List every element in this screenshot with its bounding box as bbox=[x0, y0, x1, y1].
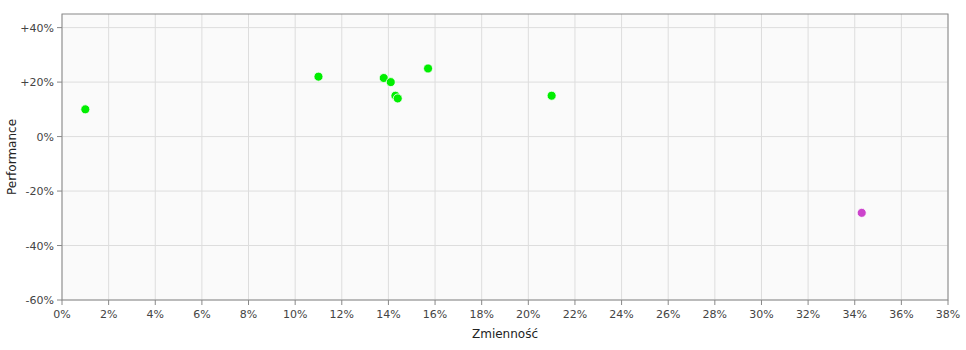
tick-label-x: 6% bbox=[193, 308, 210, 321]
tick-mark-x bbox=[295, 300, 296, 305]
tick-label-x: 24% bbox=[609, 308, 633, 321]
grid-line-x bbox=[901, 14, 902, 300]
grid-line-x bbox=[481, 14, 482, 300]
tick-mark-x bbox=[481, 300, 482, 305]
grid-line-y bbox=[62, 136, 948, 137]
grid-line-x bbox=[574, 14, 575, 300]
grid-line-x bbox=[761, 14, 762, 300]
grid-line-x bbox=[295, 14, 296, 300]
chart: 0% 2% 4% 6% 8% 10% 12% 14% 16% 18% 20% 22% 24% 26% 28%… bbox=[0, 0, 966, 350]
tick-label-x: 14% bbox=[376, 308, 400, 321]
point bbox=[314, 72, 323, 81]
plot-background bbox=[62, 14, 948, 300]
tick-label-x: 36% bbox=[889, 308, 913, 321]
tick-mark-x bbox=[62, 300, 63, 305]
tick-mark-x bbox=[155, 300, 156, 305]
tick-mark-x bbox=[435, 300, 436, 305]
grid-line-x bbox=[108, 14, 109, 300]
grid-line-x bbox=[714, 14, 715, 300]
tick-mark-y bbox=[57, 82, 62, 83]
tick-label-x: 26% bbox=[656, 308, 680, 321]
point bbox=[424, 64, 433, 73]
tick-mark-y bbox=[57, 245, 62, 246]
point bbox=[857, 208, 866, 217]
tick-label-y: +20% bbox=[20, 76, 54, 89]
tick-mark-x bbox=[621, 300, 622, 305]
tick-mark-x bbox=[528, 300, 529, 305]
tick-mark-y bbox=[57, 27, 62, 28]
tick-mark-x bbox=[108, 300, 109, 305]
y-axis-label: Performance bbox=[5, 119, 19, 195]
grid-line-x bbox=[248, 14, 249, 300]
tick-label-y: -20% bbox=[26, 185, 54, 198]
tick-label-x: 12% bbox=[330, 308, 354, 321]
tick-mark-y bbox=[57, 136, 62, 137]
tick-label-x: 22% bbox=[563, 308, 587, 321]
tick-label-x: 20% bbox=[516, 308, 540, 321]
tick-label-x: 2% bbox=[100, 308, 117, 321]
grid-line-y bbox=[62, 27, 948, 28]
grid-line-x bbox=[808, 14, 809, 300]
series bbox=[857, 208, 866, 217]
tick-mark-x bbox=[761, 300, 762, 305]
tick-label-y: +40% bbox=[20, 22, 54, 35]
tick-mark-x bbox=[201, 300, 202, 305]
grid bbox=[62, 14, 948, 300]
tick-label-x: 16% bbox=[423, 308, 447, 321]
grid-line-x bbox=[435, 14, 436, 300]
tick-label-x: 30% bbox=[749, 308, 773, 321]
tick-label-y: -40% bbox=[26, 240, 54, 253]
tick-mark-x bbox=[248, 300, 249, 305]
grid-line-x bbox=[528, 14, 529, 300]
tick-mark-x bbox=[854, 300, 855, 305]
tick-mark-x bbox=[574, 300, 575, 305]
tick-label-x: 18% bbox=[469, 308, 493, 321]
tick-mark-x bbox=[808, 300, 809, 305]
grid-line-x bbox=[621, 14, 622, 300]
grid-line-x bbox=[854, 14, 855, 300]
tick-mark-x bbox=[388, 300, 389, 305]
point bbox=[393, 94, 402, 103]
grid-line-y bbox=[62, 191, 948, 192]
tick-mark-x bbox=[668, 300, 669, 305]
tick-label-x: 4% bbox=[147, 308, 164, 321]
tick-mark-y bbox=[57, 300, 62, 301]
point bbox=[386, 78, 395, 87]
grid-line-x bbox=[341, 14, 342, 300]
axes: 0% 2% 4% 6% 8% 10% 12% 14% 16% 18% 20% 22% 24% 26% 28%… bbox=[20, 14, 960, 321]
point bbox=[81, 105, 90, 114]
tick-mark-x bbox=[948, 300, 949, 305]
marks bbox=[81, 64, 866, 217]
tick-label-x: 32% bbox=[796, 308, 820, 321]
tick-label-x: 0% bbox=[53, 308, 70, 321]
tick-label-x: 34% bbox=[843, 308, 867, 321]
grid-line-x bbox=[155, 14, 156, 300]
tick-mark-x bbox=[714, 300, 715, 305]
tick-label-y: 0% bbox=[37, 131, 54, 144]
grid-line-x bbox=[201, 14, 202, 300]
point bbox=[547, 91, 556, 100]
grid-line-y bbox=[62, 82, 948, 83]
tick-mark-x bbox=[341, 300, 342, 305]
x-axis-label: Zmienność bbox=[472, 327, 538, 341]
plot-frame bbox=[62, 14, 948, 300]
tick-label-y: -60% bbox=[26, 294, 54, 307]
tick-label-x: 38% bbox=[936, 308, 960, 321]
tick-label-x: 28% bbox=[703, 308, 727, 321]
grid-line-y bbox=[62, 245, 948, 246]
tick-mark-y bbox=[57, 191, 62, 192]
series bbox=[81, 64, 556, 114]
tick-label-x: 10% bbox=[283, 308, 307, 321]
grid-line-x bbox=[668, 14, 669, 300]
grid-line-x bbox=[388, 14, 389, 300]
tick-mark-x bbox=[901, 300, 902, 305]
tick-label-x: 8% bbox=[240, 308, 257, 321]
